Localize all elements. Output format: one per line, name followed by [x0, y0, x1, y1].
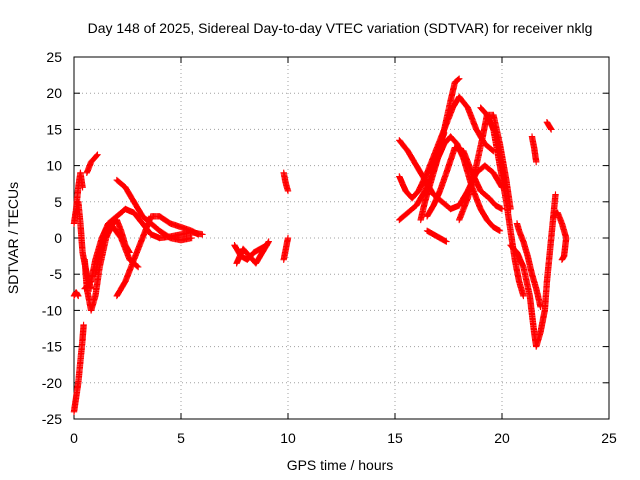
series-arc-i [113, 213, 202, 300]
y-tick-label: 15 [46, 121, 62, 137]
series-arc-n [280, 234, 292, 263]
data-points [70, 75, 570, 415]
data-point-marks [456, 111, 514, 224]
data-point-marks [113, 176, 195, 244]
x-tick-label: 0 [70, 430, 78, 446]
series-arc-x [507, 191, 559, 350]
x-tick-label: 15 [387, 430, 403, 446]
series-arc-z [528, 133, 540, 166]
data-point-marks [75, 198, 95, 292]
y-tick-label: 5 [54, 194, 62, 210]
data-point-marks [92, 220, 142, 278]
data-point-marks [507, 191, 559, 350]
x-tick-label: 25 [601, 430, 617, 446]
y-tick-label: 20 [46, 85, 62, 101]
series-arc-a [70, 321, 87, 415]
y-tick-label: 10 [46, 158, 62, 174]
series-arc-y [513, 220, 544, 310]
axis-ticks [73, 56, 610, 420]
series-arc-aa [543, 119, 555, 133]
y-tick-labels: -25 -20 -15 -10 -5 0 5 10 15 20 25 [42, 49, 62, 427]
series-arc-h [113, 176, 195, 244]
data-point-marks [280, 169, 292, 195]
series-arc-f [83, 151, 101, 176]
data-point-marks [423, 227, 450, 245]
data-point-marks [550, 209, 570, 263]
series-arc-b [70, 289, 82, 300]
x-tick-label: 10 [280, 430, 296, 446]
x-tick-labels: 0 5 10 15 20 25 [70, 430, 617, 446]
x-axis-label: GPS time / hours [287, 457, 394, 473]
data-point-marks [233, 238, 272, 267]
x-tick-label: 5 [177, 430, 185, 446]
data-point-marks [477, 104, 527, 300]
series-arc-j [92, 220, 142, 278]
chart-title: Day 148 of 2025, Sidereal Day-to-day VTE… [88, 20, 593, 36]
y-tick-label: -20 [42, 375, 62, 391]
data-point-marks [513, 220, 544, 310]
y-tick-label: -5 [50, 266, 63, 282]
series-arc-g [75, 198, 95, 292]
data-point-marks [543, 119, 555, 133]
y-axis-label: SDTVAR / TECUs [5, 182, 21, 294]
data-point-marks [70, 321, 87, 415]
x-tick-label: 20 [494, 430, 510, 446]
series-arc-m [280, 169, 292, 195]
series-arc-u [423, 227, 450, 245]
data-point-marks [113, 213, 202, 300]
y-tick-label: -25 [42, 411, 62, 427]
data-point-marks [280, 234, 292, 263]
series-arc-ab [550, 209, 570, 263]
data-point-marks [70, 289, 82, 300]
series-arc-l [233, 238, 272, 267]
y-tick-label: 0 [54, 230, 62, 246]
y-tick-label: -15 [42, 339, 62, 355]
series-arc-v [456, 111, 514, 224]
data-point-marks [528, 133, 540, 166]
y-tick-label: -10 [42, 302, 62, 318]
series-arc-w [477, 104, 527, 300]
y-tick-label: 25 [46, 49, 62, 65]
data-point-marks [83, 151, 101, 176]
